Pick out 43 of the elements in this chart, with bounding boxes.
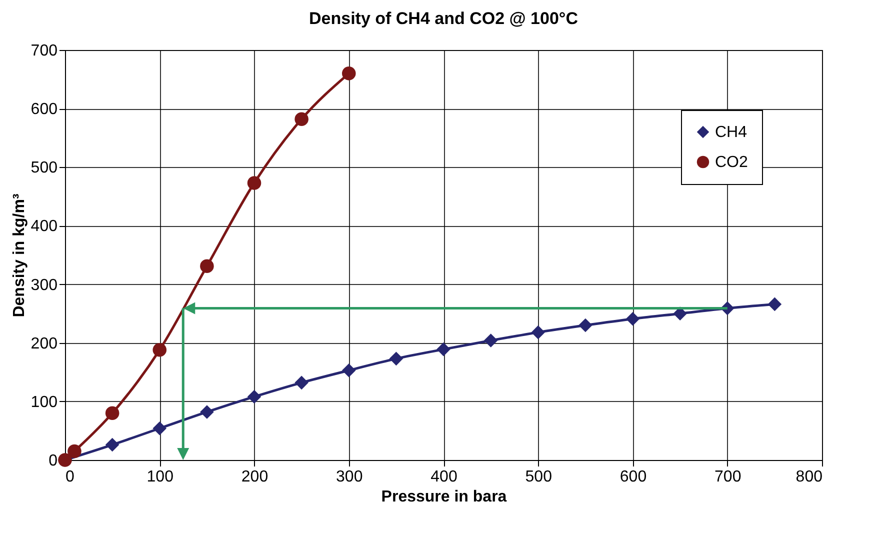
y-tick-label: 300 bbox=[30, 276, 58, 294]
legend-label: CH4 bbox=[715, 124, 748, 141]
x-tick-label: 300 bbox=[336, 468, 363, 486]
point bbox=[247, 390, 262, 404]
point bbox=[531, 325, 546, 340]
y-tick-label: 500 bbox=[30, 160, 58, 177]
x-tick-label: 600 bbox=[620, 468, 647, 486]
x-tick-label: 800 bbox=[796, 468, 823, 486]
point bbox=[626, 312, 640, 326]
point bbox=[342, 66, 356, 80]
x-tick-label: 100 bbox=[146, 468, 174, 486]
point bbox=[68, 444, 82, 458]
point bbox=[105, 406, 120, 420]
y-tick-label: 200 bbox=[30, 335, 58, 352]
x-tick-label: 0 bbox=[66, 468, 74, 486]
point bbox=[673, 306, 687, 320]
y-tick-label: 600 bbox=[30, 101, 58, 118]
point bbox=[294, 112, 308, 126]
chart-title: Density of CH4 and CO2 @ 100°C bbox=[309, 9, 578, 28]
x-tick-label: 200 bbox=[241, 468, 268, 486]
x-tick-label: 700 bbox=[714, 468, 742, 486]
point bbox=[342, 363, 356, 378]
point bbox=[200, 259, 214, 274]
point bbox=[294, 376, 308, 390]
x-axis-title: Pressure in bara bbox=[381, 488, 507, 506]
point bbox=[484, 334, 498, 348]
point bbox=[200, 405, 214, 419]
y-tick-label: 100 bbox=[30, 394, 58, 411]
y-axis-title: Density in kg/m³ bbox=[10, 194, 28, 318]
y-tick-label: 700 bbox=[30, 42, 58, 60]
y-tick-label: 400 bbox=[30, 218, 58, 236]
point bbox=[768, 297, 782, 312]
point bbox=[152, 343, 167, 357]
point bbox=[152, 421, 167, 436]
x-tick-label: 400 bbox=[430, 468, 458, 486]
point bbox=[578, 318, 592, 332]
y-tick-label: 0 bbox=[48, 452, 58, 470]
point bbox=[105, 438, 120, 452]
point bbox=[247, 176, 262, 190]
point bbox=[436, 342, 450, 356]
point bbox=[389, 352, 404, 366]
legend-label: CO2 bbox=[715, 154, 748, 171]
x-tick-label: 500 bbox=[525, 468, 552, 486]
